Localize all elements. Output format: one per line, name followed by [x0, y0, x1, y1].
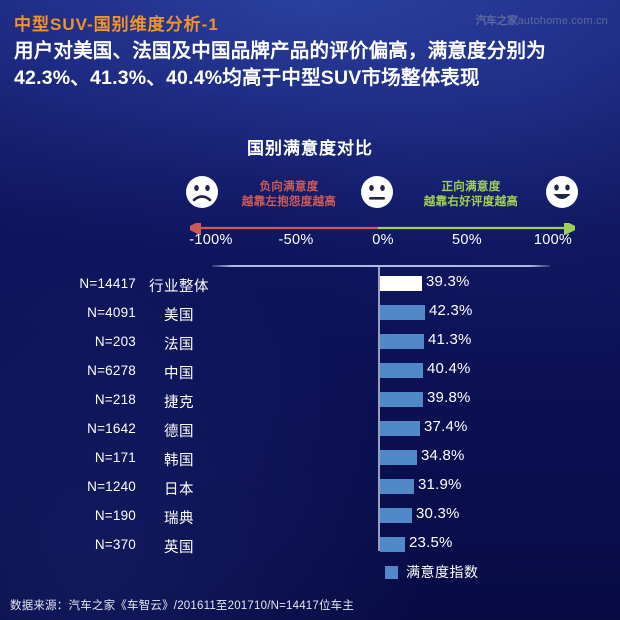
bar-value-label: 42.3%: [429, 302, 473, 319]
negative-scale-label-line1: 负向满意度: [259, 181, 319, 193]
bar-value-label: 37.4%: [424, 418, 468, 435]
row-sample-size: N=171: [94, 450, 136, 465]
bar-value-label: 41.3%: [428, 331, 472, 348]
table-row: N=203 法国 41.3%: [0, 328, 620, 357]
scale-tick-0: -100%: [189, 232, 233, 248]
sad-face-icon: [185, 175, 219, 209]
scale-tick-3: 50%: [452, 232, 482, 248]
positive-scale-label-line1: 正向满意度: [441, 181, 501, 193]
legend-swatch: [385, 565, 398, 579]
bar-value-label: 23.5%: [409, 534, 453, 551]
row-category-label: 行业整体: [149, 279, 209, 295]
scale-tick-4: 100%: [533, 232, 573, 248]
satisfaction-scale: 负向满意度 越靠左抱怨度越高 正向满意度 越靠右好评度越高: [0, 172, 620, 262]
row-category-label: 韩国: [164, 453, 194, 469]
row-category-label: 捷克: [164, 395, 194, 411]
table-row: N=171 韩国 34.8%: [0, 444, 620, 473]
source-footnote: 数据来源：汽车之家《车智云》/201611至201710/N=14417位车主: [10, 600, 355, 612]
row-sample-size: N=218: [94, 392, 136, 407]
table-row: N=14417 行业整体 39.3%: [0, 270, 620, 299]
row-category-label: 法国: [164, 337, 194, 353]
bar-value-label: 30.3%: [416, 505, 460, 522]
row-category-label: 中国: [164, 366, 194, 382]
negative-scale-label-line2: 越靠左抱怨度越高: [241, 196, 337, 208]
watermark-en-text: autohome.com.cn: [517, 15, 608, 27]
page-title: 中型SUV-国别维度分析-1: [14, 15, 219, 34]
row-category-label: 英国: [164, 540, 194, 556]
row-sample-size: N=1240: [87, 479, 136, 494]
bar-value-label: 39.8%: [427, 389, 471, 406]
table-row: N=1240 日本 31.9%: [0, 473, 620, 502]
bar-value-label: 39.3%: [426, 273, 470, 290]
bar-value-label: 40.4%: [427, 360, 471, 377]
positive-scale-label: 正向满意度 越靠右好评度越高: [400, 180, 542, 210]
bar: [380, 334, 424, 349]
row-sample-size: N=6278: [87, 363, 136, 378]
scale-tick-2: 0%: [372, 232, 394, 248]
row-sample-size: N=190: [94, 508, 136, 523]
table-row: N=190 瑞典 30.3%: [0, 502, 620, 531]
row-sample-size: N=4091: [87, 305, 136, 320]
bar-value-label: 31.9%: [418, 476, 462, 493]
chart-legend: 满意度指数: [385, 562, 479, 582]
table-row: N=6278 中国 40.4%: [0, 357, 620, 386]
bar: [380, 537, 405, 552]
bar: [380, 392, 423, 407]
bar-value-label: 34.8%: [421, 447, 465, 464]
bar: [380, 508, 412, 523]
table-row: N=370 英国 23.5%: [0, 531, 620, 560]
legend-label: 满意度指数: [406, 564, 479, 580]
zero-axis-line: [378, 266, 380, 551]
bar-chart-plot: N=14417 行业整体 39.3% N=4091 美国 42.3% N=203 法国 41.3…: [0, 262, 620, 556]
row-sample-size: N=370: [94, 537, 136, 552]
scale-ticks: -100% -50% 0% 50% 100%: [176, 232, 588, 254]
neutral-face-icon: [360, 175, 394, 209]
bar: [380, 421, 420, 436]
bar: [380, 450, 417, 465]
row-sample-size: N=203: [94, 334, 136, 349]
bar: [380, 305, 425, 320]
table-row: N=4091 美国 42.3%: [0, 299, 620, 328]
row-sample-size: N=1642: [87, 421, 136, 436]
row-category-label: 日本: [164, 482, 194, 498]
chart-title: 国别满意度对比: [247, 139, 373, 158]
scale-tick-1: -50%: [278, 232, 314, 248]
negative-scale-label: 负向满意度 越靠左抱怨度越高: [222, 180, 356, 210]
bar: [380, 363, 423, 378]
watermark: 汽车之家autohome.com.cn: [476, 12, 608, 28]
table-row: N=218 捷克 39.8%: [0, 386, 620, 415]
bar: [380, 479, 414, 494]
plot-top-rule: [212, 265, 550, 267]
table-row: N=1642 德国 37.4%: [0, 415, 620, 444]
row-category-label: 美国: [164, 308, 194, 324]
row-category-label: 瑞典: [164, 511, 194, 527]
row-category-label: 德国: [164, 424, 194, 440]
headline-text: 用户对美国、法国及中国品牌产品的评价偏高，满意度分别为42.3%、41.3%、4…: [14, 40, 546, 89]
row-sample-size: N=14417: [79, 276, 136, 291]
scale-arrow-axis: [185, 220, 580, 236]
watermark-cn-text: 汽车之家: [475, 15, 519, 27]
happy-face-icon: [545, 175, 579, 209]
positive-scale-label-line2: 越靠右好评度越高: [423, 196, 519, 208]
bar: [380, 276, 422, 291]
